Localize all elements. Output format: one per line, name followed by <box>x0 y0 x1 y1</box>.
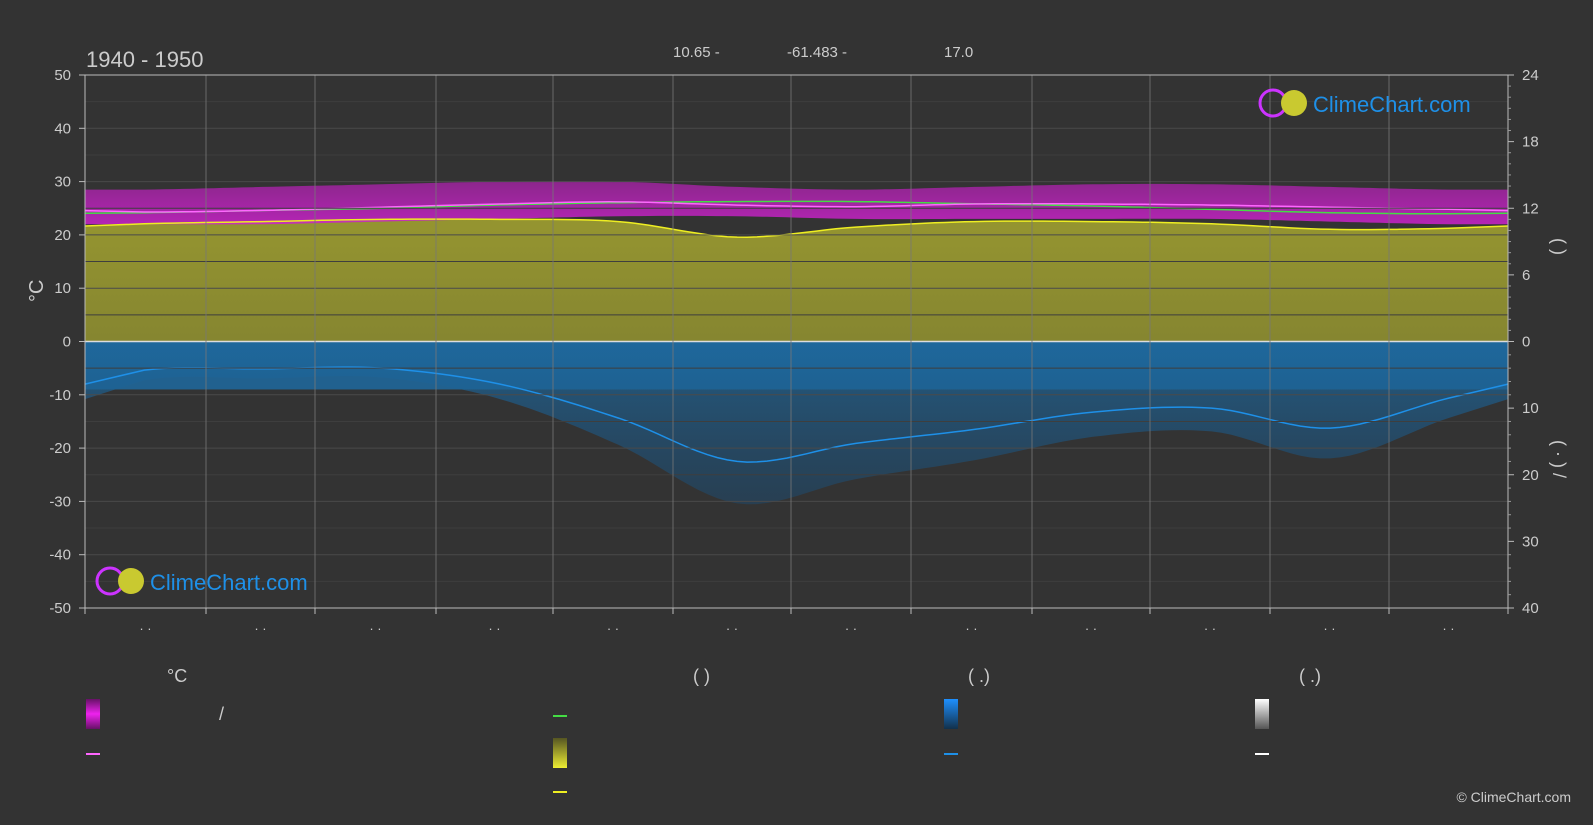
legend-sunshine-swatch <box>553 738 567 768</box>
x-tick-label: · · <box>1085 621 1097 636</box>
x-tick-label: · · <box>488 621 500 636</box>
y-tick-label-left: 20 <box>54 227 71 244</box>
legend-temp-range-swatch <box>86 699 100 729</box>
x-tick-label: · · <box>1442 621 1454 636</box>
y-axis-left-label: °C <box>26 280 48 302</box>
legend-header-rain: ( .) <box>968 666 990 686</box>
y-tick-label-right-top: 6 <box>1522 267 1530 284</box>
y-tick-label-left: -40 <box>49 547 71 564</box>
brand-name-top: ClimeChart.com <box>1313 92 1471 117</box>
period-title: 1940 - 1950 <box>86 47 203 72</box>
logo-sun-icon <box>1281 90 1307 116</box>
precip-line <box>84 366 1509 463</box>
y-tick-label-left: 0 <box>63 334 71 351</box>
y-axis-right-top-label: ( ) <box>1549 238 1569 255</box>
y-tick-label-right-bottom: 30 <box>1522 533 1539 550</box>
legend-snow-swatch <box>1255 699 1269 729</box>
x-tick-label: · · <box>726 621 738 636</box>
plot-area <box>84 181 1509 505</box>
legend-temp-mean-line <box>86 753 100 755</box>
x-tick-label: · · <box>254 621 266 636</box>
y-tick-label-left: -20 <box>49 440 71 457</box>
x-tick-label: · · <box>607 621 619 636</box>
x-tick-label: · · <box>845 621 857 636</box>
elevation-text: 17.0 <box>944 44 973 61</box>
temperature-range-band <box>85 181 1508 225</box>
y-tick-label-left: -50 <box>49 600 71 617</box>
legend-temp-range-slash: / <box>219 704 225 724</box>
legend-rain-line <box>944 753 958 755</box>
y-tick-label-left: 30 <box>54 174 71 191</box>
x-tick-label: · · <box>1204 621 1216 636</box>
sunshine-line <box>84 218 1509 238</box>
legend-header-temperature: °C <box>167 666 188 686</box>
legend-rain-swatch <box>944 699 958 729</box>
x-tick-label: · · <box>369 621 381 636</box>
sunshine-area <box>85 219 1508 342</box>
y-tick-label-right-top: 0 <box>1522 334 1530 351</box>
y-tick-label-right-bottom: 40 <box>1522 600 1539 617</box>
y-tick-label-right-top: 18 <box>1522 134 1539 151</box>
x-tick-label: · · <box>1323 621 1335 636</box>
y-tick-label-right-top: 24 <box>1522 67 1539 84</box>
legend-sunshine-line <box>553 791 567 793</box>
longitude-text: -61.483 - <box>787 44 847 61</box>
y-tick-label-left: 40 <box>54 120 71 137</box>
y-tick-label-left: 10 <box>54 280 71 297</box>
daylight-line <box>84 200 1509 215</box>
y-axis-right-bottom-label: ( · ) / <box>1549 440 1569 478</box>
copyright-text: © ClimeChart.com <box>1456 789 1571 805</box>
y-tick-label-right-top: 12 <box>1522 200 1539 217</box>
brand-logo-top: ClimeChart.com <box>1258 88 1471 118</box>
axes: 50 40 30 20 10 0 -10 -20 -30 -40 -50 24 18 12 6 0 10 20 30… <box>49 67 1538 636</box>
y-tick-label-left: -10 <box>49 387 71 404</box>
x-tick-label: · · <box>139 621 151 636</box>
logo-sun-icon <box>118 568 144 594</box>
y-tick-label-right-bottom: 20 <box>1522 467 1539 484</box>
legend-header-snow: ( .) <box>1299 666 1321 686</box>
y-tick-label-left: -30 <box>49 493 71 510</box>
brand-logo-bottom: ClimeChart.com <box>95 566 308 596</box>
brand-name-bottom: ClimeChart.com <box>150 570 308 595</box>
y-tick-label-right-bottom: 10 <box>1522 400 1539 417</box>
latitude-text: 10.65 - <box>673 44 720 61</box>
legend-daylight-line <box>553 715 567 717</box>
legend-snow-line <box>1255 753 1269 755</box>
precip-area <box>85 341 1508 505</box>
legend-header-sun: ( ) <box>693 666 710 686</box>
x-tick-label: · · <box>965 621 977 636</box>
y-tick-label-left: 50 <box>54 67 71 84</box>
